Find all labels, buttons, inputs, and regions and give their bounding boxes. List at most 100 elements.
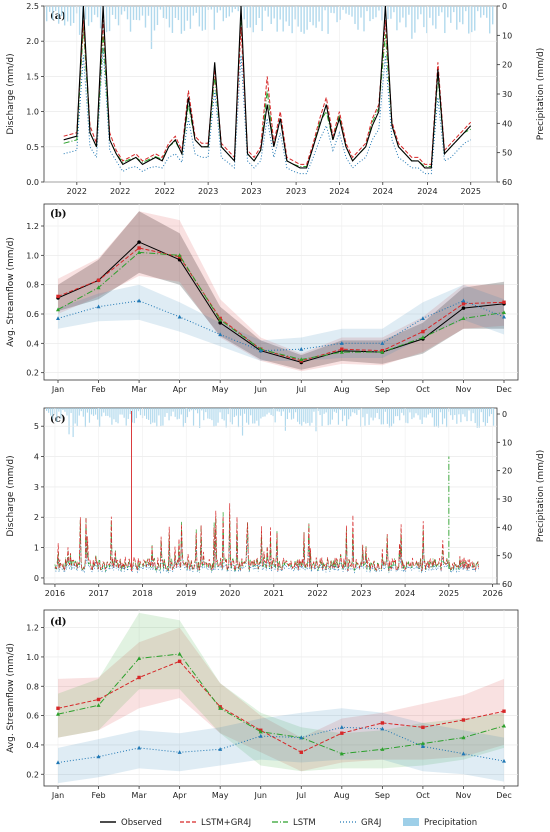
series-gr4j xyxy=(57,726,505,763)
precip-bar xyxy=(327,408,329,426)
point-gr4j xyxy=(502,314,506,319)
precip-bar xyxy=(64,408,66,412)
y2tick-label: 40 xyxy=(502,119,512,128)
point-lstm-gr4j xyxy=(340,347,344,351)
y2tick-label: 20 xyxy=(502,467,512,476)
precip-bar xyxy=(356,408,358,415)
ytick-label: 2.0 xyxy=(26,37,39,46)
point-gr4j xyxy=(218,747,223,751)
ytick-label: 0.8 xyxy=(26,281,39,290)
precip-bar xyxy=(262,408,264,417)
precip-bar xyxy=(192,6,195,16)
precip-bar xyxy=(221,408,223,420)
xtick-label: Nov xyxy=(456,791,472,800)
precip-bar xyxy=(231,6,233,13)
precip-bar xyxy=(378,408,380,420)
precip-bar xyxy=(57,6,60,24)
xtick-label: 2024 xyxy=(329,187,349,196)
ytick-label: 0.4 xyxy=(26,339,39,348)
precip-bar xyxy=(120,6,123,15)
band-lstm-gr4j xyxy=(58,211,504,372)
panel-a-y2label: Precipitation (mm/d) xyxy=(536,48,546,140)
precip-bar xyxy=(162,408,164,426)
precip-bar xyxy=(382,408,384,425)
precip-bar xyxy=(46,6,48,22)
precip-bar xyxy=(480,6,482,18)
point-gr4j xyxy=(137,298,142,303)
precip-bar xyxy=(113,408,115,420)
y2tick-label: 0 xyxy=(502,410,507,419)
precip-bar xyxy=(420,6,422,15)
precip-bar xyxy=(231,408,233,425)
precip-bar xyxy=(132,6,135,20)
point-lstm xyxy=(420,335,425,340)
precip-bar xyxy=(162,6,165,18)
precip-bar xyxy=(88,408,91,423)
precip-bar xyxy=(99,408,101,427)
xtick-label: Nov xyxy=(456,385,472,394)
precip-bar xyxy=(84,6,87,20)
y2tick-label: 30 xyxy=(502,495,512,504)
precip-bar xyxy=(219,6,222,11)
series-gr4j xyxy=(54,528,480,574)
precip-bar xyxy=(489,6,491,34)
precip-bar xyxy=(60,408,62,419)
point-gr4j xyxy=(56,316,60,320)
xtick-label: 2023 xyxy=(351,589,371,598)
precip-bar xyxy=(165,6,168,19)
y2tick-label: 20 xyxy=(502,61,512,70)
precip-bar xyxy=(284,408,286,431)
precip-bar xyxy=(447,6,449,18)
precip-bar xyxy=(235,408,238,416)
precip-bar xyxy=(270,408,272,415)
precip-bar xyxy=(474,408,476,424)
precip-bar xyxy=(408,6,410,15)
precip-bar xyxy=(249,6,251,28)
precip-bar xyxy=(225,408,227,428)
precip-bar xyxy=(273,6,275,19)
precip-bar xyxy=(183,6,186,31)
ytick-label: 1.0 xyxy=(26,251,39,260)
precip-bar xyxy=(194,408,197,411)
precip-bar xyxy=(186,408,189,418)
precip-bar xyxy=(324,6,326,11)
precip-bar xyxy=(252,408,254,424)
precip-bar xyxy=(427,408,429,415)
precip-bar xyxy=(90,408,93,415)
precip-bar xyxy=(105,6,108,33)
precip-bar xyxy=(369,6,371,22)
precip-bar xyxy=(441,6,443,13)
xtick-label: Aug xyxy=(334,385,350,394)
precip-bar xyxy=(386,408,389,424)
xtick-label: 2022 xyxy=(67,187,87,196)
precip-bar xyxy=(93,6,96,15)
precip-bar xyxy=(399,408,401,421)
precip-bar xyxy=(396,6,398,31)
precip-bar xyxy=(421,408,423,425)
precip-bar xyxy=(138,6,141,21)
precip-bar xyxy=(401,408,403,413)
precip-bar xyxy=(450,408,452,416)
precip-bar xyxy=(159,6,162,10)
precip-bar xyxy=(341,408,344,422)
point-lstm xyxy=(258,729,263,734)
precip-bar xyxy=(435,6,437,29)
precip-bar xyxy=(158,408,160,416)
precip-bar xyxy=(280,408,282,416)
point-gr4j xyxy=(339,725,344,729)
precip-bar xyxy=(52,408,54,420)
precip-bar xyxy=(333,408,335,412)
precip-bar xyxy=(56,408,58,422)
xtick-label: 2018 xyxy=(132,589,152,598)
precip-bar xyxy=(364,408,366,426)
precip-bar xyxy=(360,408,362,428)
point-lstm-gr4j xyxy=(96,697,101,702)
precip-bar xyxy=(48,6,51,12)
point-lstm-gr4j xyxy=(96,278,101,282)
precip-bar xyxy=(315,408,317,432)
xtick-label: Oct xyxy=(416,791,430,800)
precip-bar xyxy=(294,408,297,413)
point-lstm-gr4j xyxy=(461,718,466,722)
precip-bar xyxy=(438,6,440,16)
precip-bar xyxy=(394,408,397,417)
